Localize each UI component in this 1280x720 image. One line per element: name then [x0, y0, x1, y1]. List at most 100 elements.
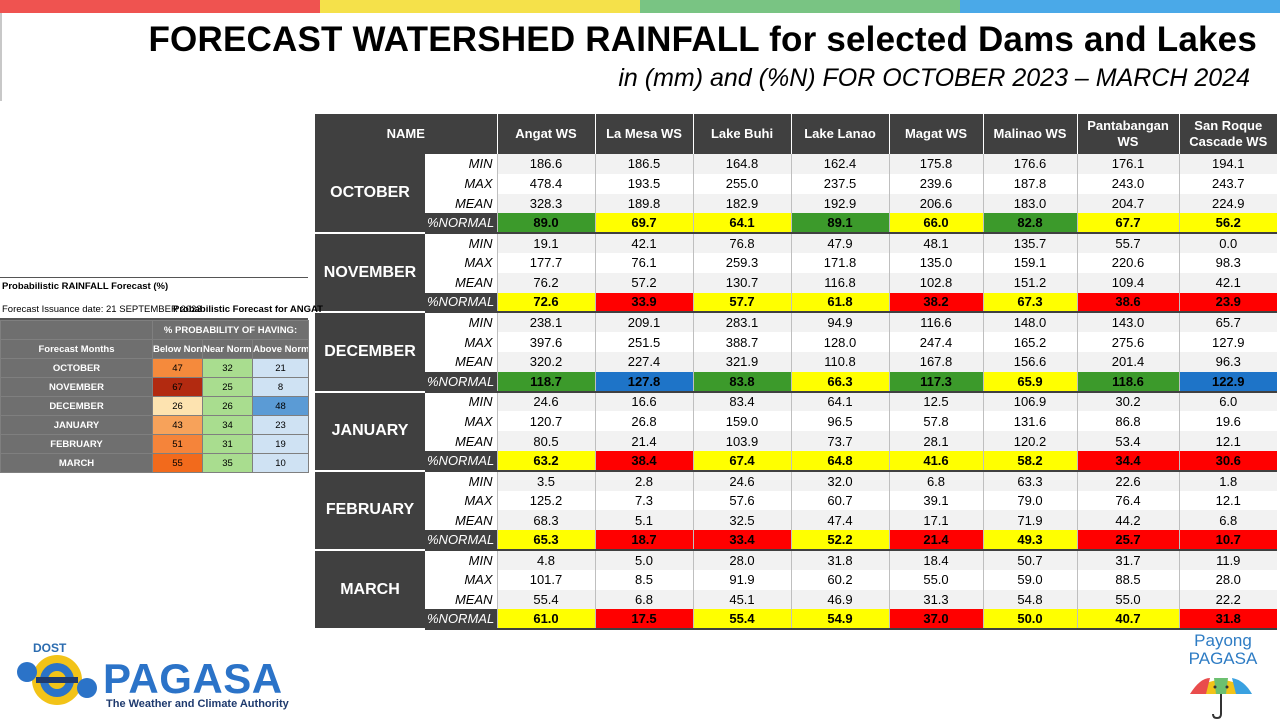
value-cell: 321.9: [692, 351, 791, 372]
value-cell: 71.9: [982, 510, 1077, 531]
value-cell: 159.1: [982, 252, 1077, 273]
stat-label: MAX: [425, 332, 497, 352]
column-header: Magat WS: [888, 114, 983, 154]
page-subtitle: in (mm) and (%N) FOR OCTOBER 2023 – MARC…: [618, 64, 1250, 92]
probability-header-row: % PROBABILITY OF HAVING:: [0, 320, 310, 340]
percent-normal-cell: 38.2: [888, 292, 983, 314]
table-row: JANUARY MIN 24.6 16.6 83.4 64.1 12.5 106.9 30.2 6…: [315, 391, 1277, 472]
value-cell: 22.2: [1178, 589, 1277, 610]
percent-normal-cell: 66.3: [790, 371, 889, 393]
table-row: MAX 125.2 7.3 57.6 60.7 39.1 79.0 76.4 12.1: [315, 490, 1277, 511]
stat-label: MEAN: [425, 431, 497, 451]
value-cell: 167.8: [888, 351, 983, 372]
month-label: NOVEMBER: [315, 233, 425, 314]
percent-normal-cell: 18.7: [594, 530, 693, 551]
issuance-date: Forecast Issuance date: 21 SEPTEMBER 202…: [2, 304, 202, 315]
table-row: MAX 397.6 251.5 388.7 128.0 247.4 165.2 275.6 12…: [315, 332, 1277, 352]
percent-normal-cell: 33.9: [594, 292, 693, 314]
value-cell: 2.8: [594, 470, 693, 491]
value-cell: 30.2: [1076, 391, 1179, 412]
value-cell: 159.0: [692, 411, 791, 432]
value-cell: 28.0: [1178, 569, 1277, 590]
table-row: MAX 478.4 193.5 255.0 237.5 239.6 187.8 243.0 24…: [315, 173, 1277, 194]
above-normal-cell: 21: [251, 358, 310, 378]
stat-label: MEAN: [425, 589, 497, 610]
topbar-segment-red: [0, 0, 320, 13]
value-cell: 4.8: [496, 549, 595, 570]
dost-label: DOST: [33, 641, 67, 655]
value-cell: 54.8: [982, 589, 1077, 610]
stat-label: MIN: [425, 154, 497, 174]
table-row: MEAN 80.5 21.4 103.9 73.7 28.1 120.2 53.4 12.1: [315, 431, 1277, 451]
stat-label: %NORMAL: [425, 530, 497, 551]
table-row: DECEMBER MIN 238.1 209.1 283.1 94.9 116.6 148.0…: [315, 312, 1277, 393]
percent-normal-cell: 122.9: [1178, 371, 1277, 393]
value-cell: 96.5: [790, 411, 889, 432]
value-cell: 86.8: [1076, 411, 1179, 432]
percent-normal-cell: 61.0: [496, 609, 595, 631]
value-cell: 19.1: [496, 233, 595, 253]
value-cell: 116.6: [888, 312, 983, 333]
value-cell: 98.3: [1178, 252, 1277, 273]
value-cell: 209.1: [594, 312, 693, 333]
value-cell: 189.8: [594, 193, 693, 214]
percent-normal-cell: 67.3: [982, 292, 1077, 314]
value-cell: 243.0: [1076, 173, 1179, 194]
stat-label: %NORMAL: [425, 450, 497, 472]
table-header-row: NAME Angat WS La Mesa WS Lake Buhi Lake …: [315, 114, 1277, 154]
value-cell: 239.6: [888, 173, 983, 194]
percent-normal-cell: 52.2: [790, 530, 889, 551]
column-header: Malinao WS: [982, 114, 1077, 154]
divider: [0, 318, 308, 320]
percent-normal-cell: 56.2: [1178, 213, 1277, 235]
value-cell: 31.3: [888, 589, 983, 610]
value-cell: 165.2: [982, 332, 1077, 352]
value-cell: 48.1: [888, 233, 983, 253]
month-label: MARCH: [315, 549, 425, 631]
value-cell: 120.7: [496, 411, 595, 432]
probability-row: NOVEMBER 67 25 8: [0, 377, 310, 397]
forecast-month-cell: MARCH: [0, 453, 153, 473]
percent-normal-cell: 72.6: [496, 292, 595, 314]
value-cell: 128.0: [790, 332, 889, 352]
blank-header-cell: [0, 320, 153, 340]
percent-normal-cell: 41.6: [888, 450, 983, 472]
near-normal-cell: 25: [202, 377, 253, 397]
value-cell: 45.1: [692, 589, 791, 610]
below-normal-cell: 55: [152, 453, 203, 473]
value-cell: 193.5: [594, 173, 693, 194]
month-label: DECEMBER: [315, 312, 425, 393]
value-cell: 32.5: [692, 510, 791, 531]
percent-normal-cell: 67.7: [1076, 213, 1179, 235]
percent-normal-cell: 89.1: [790, 213, 889, 235]
value-cell: 57.8: [888, 411, 983, 432]
percent-normal-row: %NORMAL 72.6 33.9 57.7 61.8 38.2 67.3 38.6 23.9: [315, 292, 1277, 314]
pagasa-tagline: The Weather and Climate Authority: [106, 698, 289, 710]
below-normal-cell: 51: [152, 434, 203, 454]
value-cell: 224.9: [1178, 193, 1277, 214]
probability-row: DECEMBER 26 26 48: [0, 396, 310, 416]
value-cell: 247.4: [888, 332, 983, 352]
pagasa-emblem-icon: [17, 655, 97, 705]
value-cell: 6.8: [594, 589, 693, 610]
value-cell: 227.4: [594, 351, 693, 372]
value-cell: 12.1: [1178, 490, 1277, 511]
percent-normal-cell: 31.8: [1178, 609, 1277, 631]
probability-row: MARCH 55 35 10: [0, 453, 310, 473]
value-cell: 21.4: [594, 431, 693, 451]
percent-normal-cell: 64.8: [790, 450, 889, 472]
value-cell: 164.8: [692, 154, 791, 174]
percent-normal-cell: 38.6: [1076, 292, 1179, 314]
value-cell: 22.6: [1076, 470, 1179, 491]
value-cell: 11.9: [1178, 549, 1277, 570]
value-cell: 259.3: [692, 252, 791, 273]
value-cell: 19.6: [1178, 411, 1277, 432]
value-cell: 151.2: [982, 272, 1077, 293]
forecast-month-cell: NOVEMBER: [0, 377, 153, 397]
value-cell: 46.9: [790, 589, 889, 610]
value-cell: 194.1: [1178, 154, 1277, 174]
value-cell: 220.6: [1076, 252, 1179, 273]
percent-normal-cell: 65.3: [496, 530, 595, 551]
value-cell: 177.7: [496, 252, 595, 273]
value-cell: 187.8: [982, 173, 1077, 194]
